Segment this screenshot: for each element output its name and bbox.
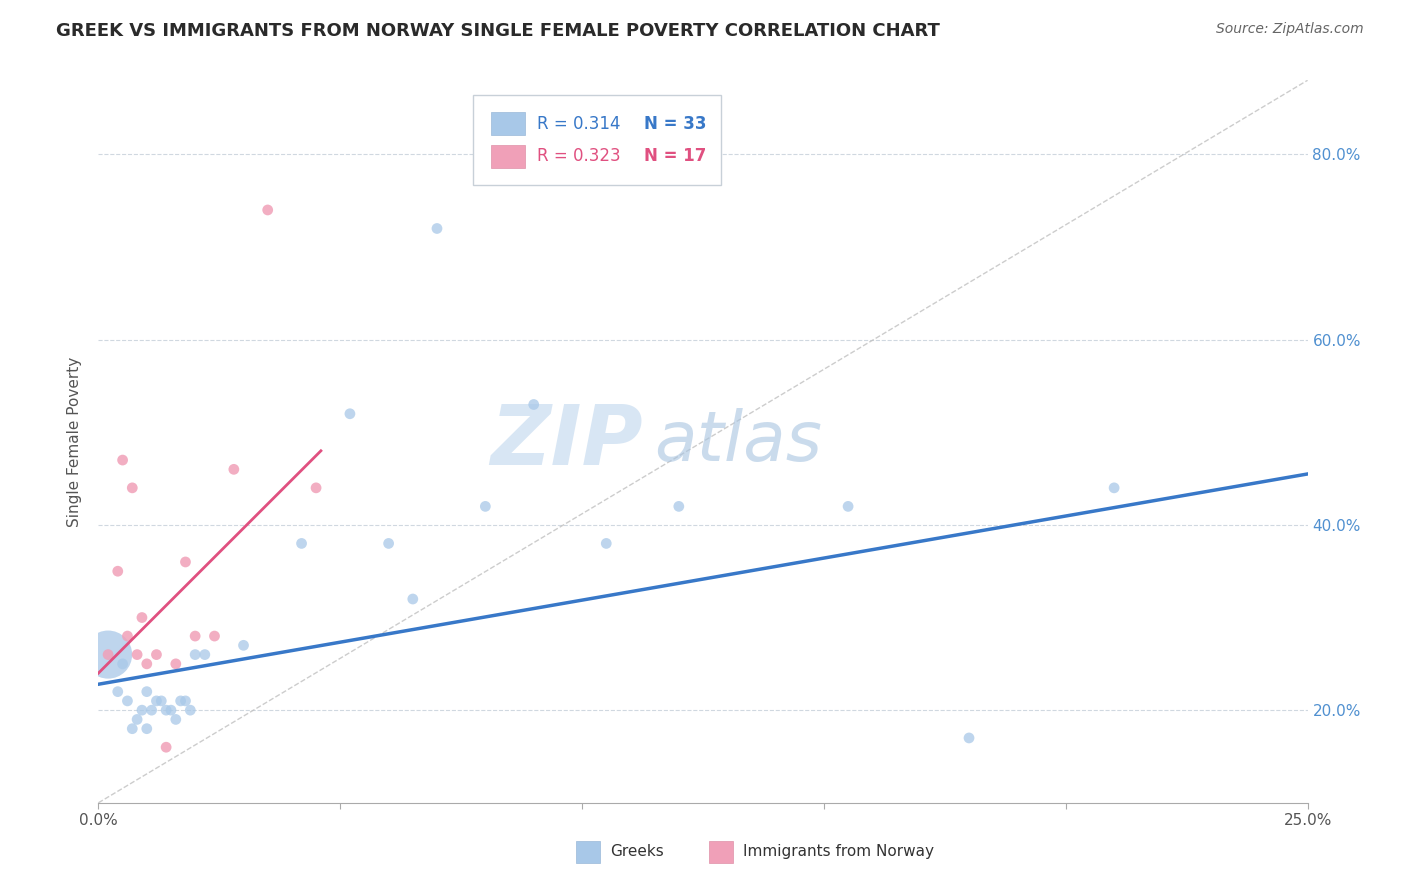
Point (97, 648, 120, 662)
Point (141, 703, 163, 717)
FancyBboxPatch shape (492, 145, 526, 168)
Point (256, 202, 278, 217)
Point (305, 481, 328, 495)
Point (339, 407, 361, 421)
Point (184, 629, 207, 643)
Point (232, 638, 254, 652)
Text: N = 17: N = 17 (644, 147, 706, 165)
Point (179, 703, 201, 717)
Point (222, 462, 245, 476)
Point (1102, 481, 1125, 495)
Point (97, 648, 120, 662)
Y-axis label: Single Female Poverty: Single Female Poverty (67, 357, 83, 526)
Point (150, 694, 173, 708)
Point (121, 722, 143, 736)
FancyBboxPatch shape (492, 112, 526, 136)
Point (107, 564, 129, 578)
Point (121, 481, 143, 495)
Text: R = 0.323: R = 0.323 (537, 147, 621, 165)
Point (111, 657, 134, 671)
Point (426, 221, 449, 235)
Point (204, 629, 226, 643)
Point (523, 397, 546, 411)
Point (107, 684, 129, 698)
Point (174, 555, 197, 569)
Point (145, 694, 167, 708)
FancyBboxPatch shape (474, 95, 721, 185)
Point (165, 713, 187, 727)
Text: Immigrants from Norway: Immigrants from Norway (742, 845, 934, 859)
Text: GREEK VS IMMIGRANTS FROM NORWAY SINGLE FEMALE POVERTY CORRELATION CHART: GREEK VS IMMIGRANTS FROM NORWAY SINGLE F… (56, 22, 941, 40)
Point (145, 648, 167, 662)
Point (668, 500, 690, 514)
FancyBboxPatch shape (709, 841, 734, 863)
Point (111, 453, 134, 467)
Point (117, 629, 139, 643)
Text: N = 33: N = 33 (644, 115, 706, 133)
Point (595, 536, 617, 550)
Point (135, 684, 157, 698)
Point (184, 648, 207, 662)
Point (165, 657, 187, 671)
Point (290, 536, 312, 550)
Point (174, 694, 197, 708)
Point (131, 703, 153, 717)
Text: ZIP: ZIP (489, 401, 643, 482)
Text: atlas: atlas (655, 408, 823, 475)
Point (135, 657, 157, 671)
Point (160, 703, 183, 717)
Point (169, 694, 191, 708)
Point (155, 740, 177, 755)
Text: Greeks: Greeks (610, 845, 664, 859)
Point (957, 731, 980, 745)
Point (837, 500, 859, 514)
Point (131, 610, 153, 624)
FancyBboxPatch shape (576, 841, 600, 863)
Point (402, 592, 425, 607)
Point (135, 722, 157, 736)
Point (155, 703, 177, 717)
Text: Source: ZipAtlas.com: Source: ZipAtlas.com (1216, 22, 1364, 37)
Point (127, 648, 149, 662)
Text: R = 0.314: R = 0.314 (537, 115, 621, 133)
Point (377, 536, 399, 550)
Point (194, 648, 217, 662)
Point (127, 713, 149, 727)
Point (474, 500, 496, 514)
Point (117, 694, 139, 708)
